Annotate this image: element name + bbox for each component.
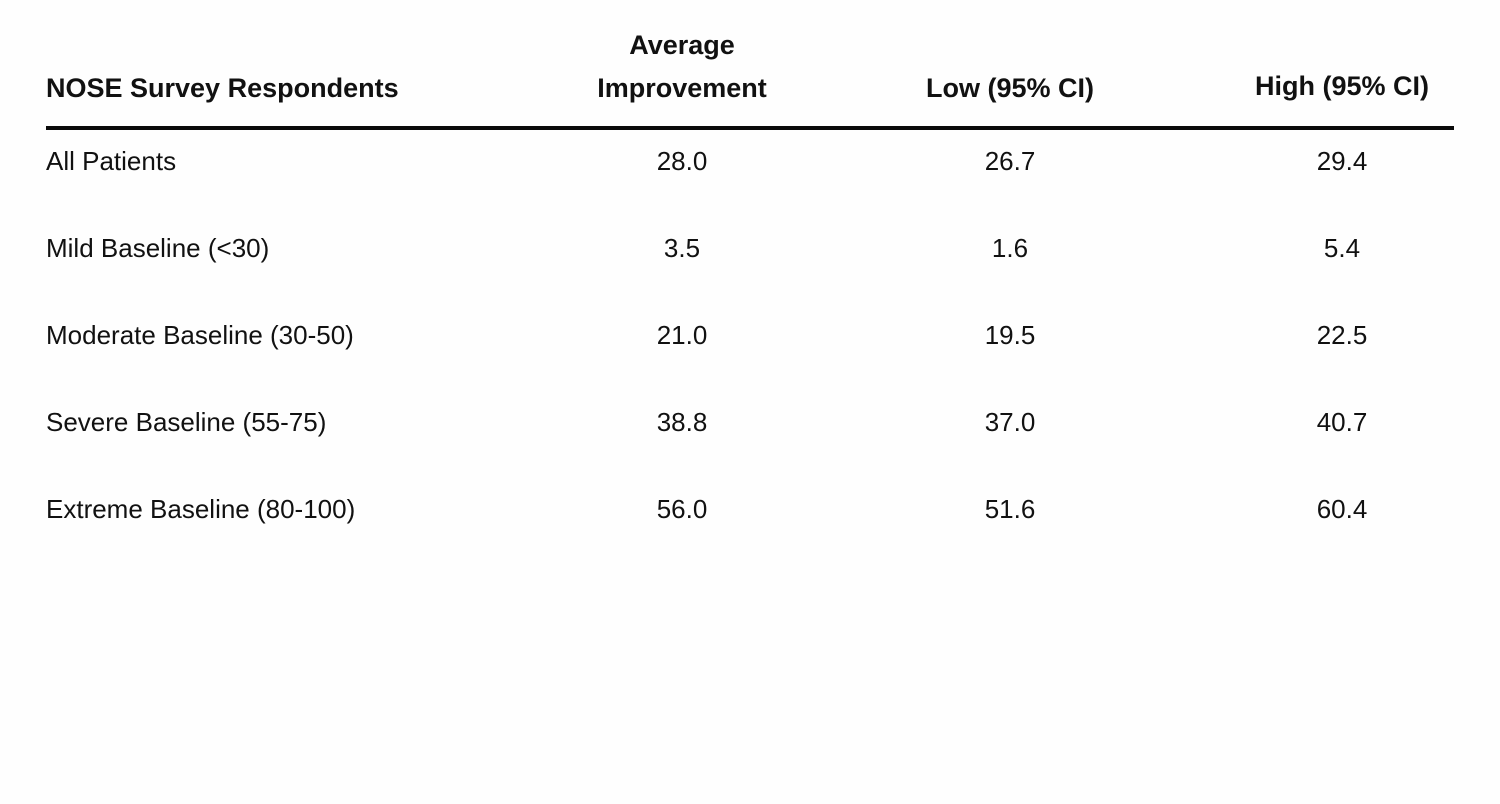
header-average-improvement-line-1: Average xyxy=(629,30,735,60)
low-ci-value: 26.7 xyxy=(984,146,1036,176)
average-improvement-value: 56.0 xyxy=(656,494,708,524)
table-header: NOSE Survey Respondents Average Improvem… xyxy=(46,0,1454,130)
header-high-ci-text: High (95% CI) xyxy=(1254,71,1429,101)
average-improvement-value: 3.5 xyxy=(663,233,701,263)
high-ci-value: 5.4 xyxy=(1323,233,1361,263)
table-row: Severe Baseline (55-75) 38.8 37.0 40.7 xyxy=(46,391,1454,478)
high-ci-value: 22.5 xyxy=(1316,320,1368,350)
header-low-ci: Low (95% CI) xyxy=(910,67,1110,110)
average-improvement-value: 28.0 xyxy=(656,146,708,176)
header-average-improvement: Average Improvement xyxy=(582,24,782,110)
high-ci-value: 40.7 xyxy=(1316,407,1368,437)
row-label: All Patients xyxy=(46,146,177,176)
row-label: Severe Baseline (55-75) xyxy=(46,407,327,437)
header-high-ci: High (95% CI) xyxy=(1242,65,1442,108)
header-respondents: NOSE Survey Respondents xyxy=(46,67,399,110)
row-label: Mild Baseline (<30) xyxy=(46,233,270,263)
average-improvement-value: 21.0 xyxy=(656,320,708,350)
table-body: All Patients 28.0 26.7 29.4 Mild Baselin… xyxy=(46,130,1454,565)
row-label: Extreme Baseline (80-100) xyxy=(46,494,356,524)
table-row: Extreme Baseline (80-100) 56.0 51.6 60.4 xyxy=(46,478,1454,565)
header-average-improvement-line-2: Improvement xyxy=(597,73,767,103)
table-row: Moderate Baseline (30-50) 21.0 19.5 22.5 xyxy=(46,304,1454,391)
header-low-ci-text: Low (95% CI) xyxy=(925,73,1094,103)
low-ci-value: 1.6 xyxy=(991,233,1029,263)
table-row: All Patients 28.0 26.7 29.4 xyxy=(46,130,1454,217)
low-ci-value: 51.6 xyxy=(984,494,1036,524)
low-ci-value: 37.0 xyxy=(984,407,1036,437)
nose-survey-table: NOSE Survey Respondents Average Improvem… xyxy=(46,0,1454,565)
low-ci-value: 19.5 xyxy=(984,320,1036,350)
high-ci-value: 60.4 xyxy=(1316,494,1368,524)
average-improvement-value: 38.8 xyxy=(656,407,708,437)
table-row: Mild Baseline (<30) 3.5 1.6 5.4 xyxy=(46,217,1454,304)
high-ci-value: 29.4 xyxy=(1316,146,1368,176)
row-label: Moderate Baseline (30-50) xyxy=(46,320,354,350)
header-respondents-text: NOSE Survey Respondents xyxy=(46,73,399,103)
